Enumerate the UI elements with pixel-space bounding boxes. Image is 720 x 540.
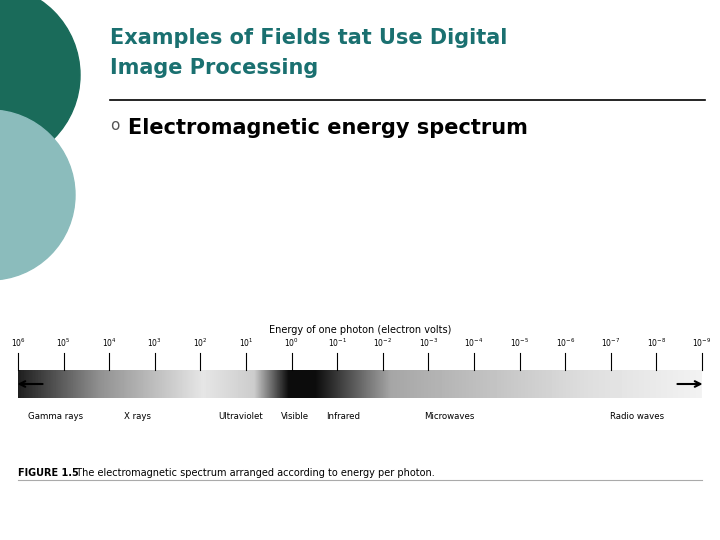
Text: $10^{-8}$: $10^{-8}$ xyxy=(647,336,666,349)
Text: Image Processing: Image Processing xyxy=(110,58,318,78)
Text: Examples of Fields tat Use Digital: Examples of Fields tat Use Digital xyxy=(110,28,508,48)
Text: Visible: Visible xyxy=(281,412,309,421)
Text: Infrared: Infrared xyxy=(326,412,360,421)
Text: $10^{-4}$: $10^{-4}$ xyxy=(464,336,484,349)
Text: $10^{-9}$: $10^{-9}$ xyxy=(693,336,711,349)
Text: $10^0$: $10^0$ xyxy=(284,336,299,349)
Text: $10^{-3}$: $10^{-3}$ xyxy=(419,336,438,349)
Text: $10^4$: $10^4$ xyxy=(102,336,117,349)
Text: $10^{-1}$: $10^{-1}$ xyxy=(328,336,347,349)
Text: Radio waves: Radio waves xyxy=(610,412,664,421)
Text: X rays: X rays xyxy=(124,412,151,421)
Text: $10^{-7}$: $10^{-7}$ xyxy=(601,336,621,349)
Text: FIGURE 1.5: FIGURE 1.5 xyxy=(18,468,78,478)
Text: $10^{-2}$: $10^{-2}$ xyxy=(373,336,392,349)
Text: Gamma rays: Gamma rays xyxy=(28,412,84,421)
Text: $10^{-6}$: $10^{-6}$ xyxy=(556,336,575,349)
Text: $10^1$: $10^1$ xyxy=(238,336,253,349)
Circle shape xyxy=(0,110,75,280)
Text: Ultraviolet: Ultraviolet xyxy=(218,412,263,421)
Text: $10^3$: $10^3$ xyxy=(148,336,162,349)
Text: $10^5$: $10^5$ xyxy=(56,336,71,349)
Circle shape xyxy=(0,0,80,165)
Text: Microwaves: Microwaves xyxy=(424,412,474,421)
Text: $10^2$: $10^2$ xyxy=(193,336,208,349)
Text: $10^{-5}$: $10^{-5}$ xyxy=(510,336,529,349)
Text: o: o xyxy=(110,118,120,133)
Text: The electromagnetic spectrum arranged according to energy per photon.: The electromagnetic spectrum arranged ac… xyxy=(70,468,435,478)
Text: $10^6$: $10^6$ xyxy=(11,336,25,349)
Text: Electromagnetic energy spectrum: Electromagnetic energy spectrum xyxy=(128,118,528,138)
Text: Energy of one photon (electron volts): Energy of one photon (electron volts) xyxy=(269,325,451,335)
